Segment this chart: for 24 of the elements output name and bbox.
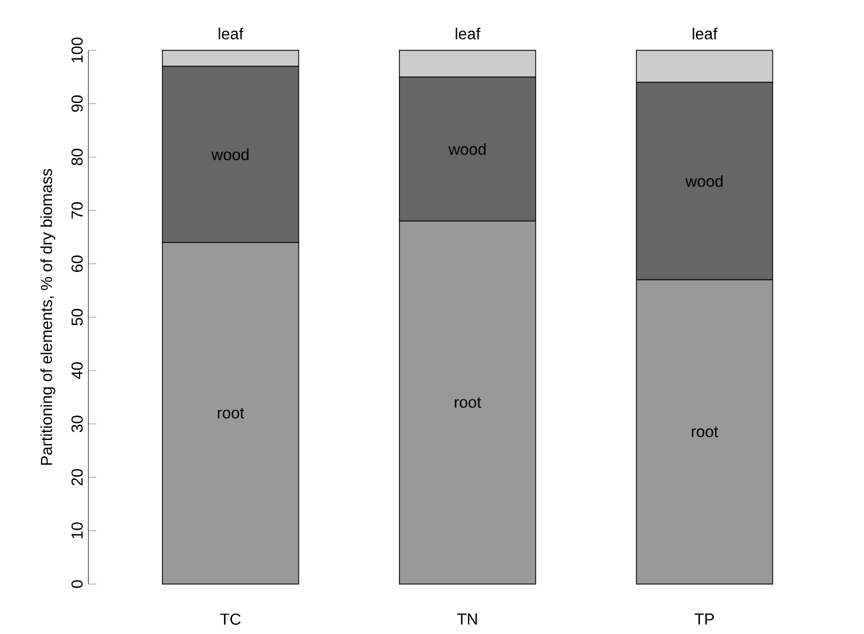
y-tick-label: 0 <box>71 580 83 588</box>
x-tick-label: TN <box>457 614 477 625</box>
y-tick-label: 10 <box>71 522 83 538</box>
series-label: wood <box>448 143 486 155</box>
series-label: leaf <box>218 28 244 40</box>
text: root <box>692 426 718 438</box>
y-tick-label: 30 <box>71 416 83 432</box>
y-tick-label: 40 <box>71 362 83 380</box>
text: wood <box>685 175 723 187</box>
y-tick-label: 70 <box>71 202 83 218</box>
text: root <box>218 408 244 418</box>
text: wood <box>211 148 249 160</box>
x-tick-label: TP <box>694 614 714 625</box>
text: leaf <box>692 28 718 40</box>
y-tick-label: 100 <box>71 38 83 62</box>
series-label: root <box>454 397 482 408</box>
x-tick-label: TC <box>220 614 241 625</box>
y-tick-label: 60 <box>71 256 83 272</box>
y-tick-label: 90 <box>71 95 83 112</box>
text: leaf <box>456 28 480 40</box>
y-tick-label: 50 <box>71 308 83 326</box>
y-tick-label: 20 <box>71 469 83 486</box>
y-axis-title: Partitioning of elements, % of dry biomass <box>40 168 56 465</box>
y-tick-label: 80 <box>71 148 83 166</box>
